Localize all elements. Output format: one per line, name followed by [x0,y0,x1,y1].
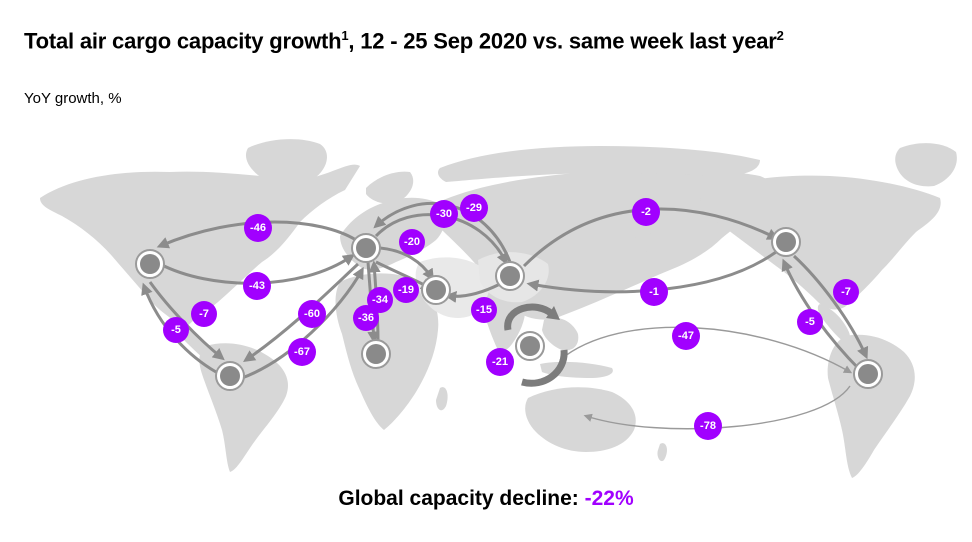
route-na-la-east-7 [792,254,869,360]
route-eu-na-46 [156,220,357,249]
badge-eu-me-20: -20 [399,229,425,255]
svg-text:-46: -46 [250,222,266,234]
hubs [135,227,883,391]
badge-as-la-47: -47 [672,322,700,350]
hub-asia-pacific [515,331,545,361]
land-scandinavia [366,171,414,204]
hub-middle-east [421,275,451,305]
svg-text:-78: -78 [700,420,716,432]
route-intra-asia-21 [504,303,568,387]
badge-na-la-east-7: -7 [833,279,859,305]
badge-me-as-15: -15 [471,297,497,323]
svg-text:-7: -7 [841,286,851,298]
badges: -46 -43 -7 -5 -60 -67 -34 -36 -19 -20 -3… [163,194,859,440]
badge-as-la-78: -78 [694,412,722,440]
route-eu-la-67 [241,266,364,380]
badge-eu-af-36: -36 [353,305,379,331]
badge-eu-na-46: -46 [244,214,272,242]
land-greenland-east [895,143,957,187]
land-southeast-asia [542,317,579,351]
badge-na-la-5: -5 [163,317,189,343]
badge-eu-la-60: -60 [298,300,326,328]
land-siberia [438,146,760,182]
global-decline-value: -22% [584,487,634,510]
svg-text:-30: -30 [436,208,452,220]
hub-south-america [215,361,245,391]
route-eu-me-20 [379,246,434,282]
land-australia [525,387,636,452]
page-title: Total air cargo capacity growth1, 12 - 2… [24,28,784,54]
svg-text:-36: -36 [358,312,374,324]
badge-eu-as-29: -29 [460,194,488,222]
hub-south-asia [495,261,525,291]
svg-text:-67: -67 [294,346,310,358]
hub-africa [361,339,391,369]
svg-text:-34: -34 [372,294,389,306]
badge-na-la-east-5: -5 [797,309,823,335]
svg-text:-5: -5 [805,316,815,328]
land-south-america-east [827,334,915,478]
svg-text:-15: -15 [476,304,492,316]
land-madagascar [436,387,448,411]
badge-intra-asia-21: -21 [486,348,514,376]
route-as-la-78 [583,385,851,430]
svg-text:-2: -2 [641,206,651,218]
svg-text:-43: -43 [249,280,265,292]
badge-eu-me-19: -19 [393,277,419,303]
svg-text:-21: -21 [492,356,508,368]
land-new-zealand [657,443,667,462]
hub-latin-america-east [853,359,883,389]
global-decline-summary: Global capacity decline: -22% [0,487,972,511]
svg-text:-29: -29 [466,202,482,214]
svg-text:-19: -19 [398,284,414,296]
badge-eu-af-34: -34 [367,287,393,313]
badge-eu-na-43: -43 [243,272,271,300]
badge-eu-as-30: -30 [430,200,458,228]
land-japan [635,226,652,255]
svg-text:-1: -1 [649,286,659,298]
badge-na-la-7: -7 [191,301,217,327]
svg-text:-20: -20 [404,236,420,248]
hub-europe [351,233,381,263]
land-greenland [245,139,327,185]
hub-china-east-asia [771,227,801,257]
hub-north-america [135,249,165,279]
badge-as-na-1: -1 [640,278,668,306]
svg-text:-5: -5 [171,324,181,336]
svg-text:-47: -47 [678,330,694,342]
route-me-as-15 [444,282,501,303]
land-central-america-east [817,304,851,343]
badge-as-na-2: -2 [632,198,660,226]
svg-text:-60: -60 [304,308,320,320]
land-north-america [40,164,360,328]
global-decline-label: Global capacity decline: [338,487,585,510]
badge-eu-la-67: -67 [288,338,316,366]
land-north-america-east [700,175,941,310]
svg-text:-7: -7 [199,308,209,320]
unit-label: YoY growth, % [24,90,122,107]
